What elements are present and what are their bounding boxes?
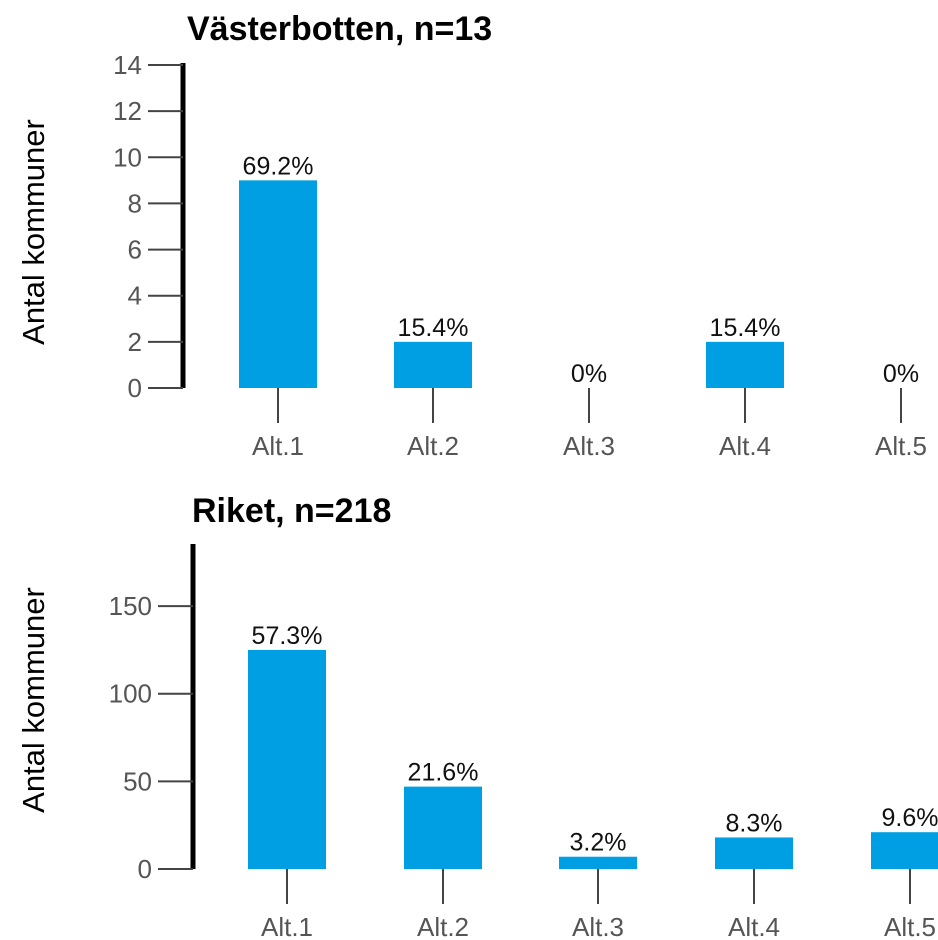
x-tick-label: Alt.3 [572,912,624,940]
x-tick-label: Alt.5 [875,431,927,461]
data-label: 0% [883,360,919,388]
y-tick-label: 8 [128,188,142,218]
y-tick-label: 50 [123,766,152,796]
x-tick-label: Alt.4 [728,912,780,940]
y-tick-label: 0 [138,854,152,884]
y-axis-label: Antal kommuner [16,587,51,813]
chart-title: Västerbotten, n=13 [187,10,492,48]
y-tick-label: 6 [128,235,142,265]
x-tick-label: Alt.4 [719,431,771,461]
bar [871,832,938,869]
bar [248,649,326,869]
y-tick-label: 10 [113,142,142,172]
y-axis-label: Antal kommuner [16,119,51,345]
data-label: 21.6% [408,759,479,787]
x-tick-label: Alt.5 [884,912,936,940]
data-label: 3.2% [570,829,627,857]
y-tick-label: 4 [128,281,142,311]
x-tick-label: Alt.2 [417,912,469,940]
y-tick-label: 14 [113,50,142,80]
chart-title: Riket, n=218 [192,492,391,530]
data-label: 15.4% [710,314,781,342]
x-tick-label: Alt.2 [407,431,459,461]
data-label: 57.3% [252,622,323,650]
bar [706,341,784,388]
data-label: 69.2% [243,152,314,180]
data-label: 9.6% [882,804,938,832]
y-tick-label: 100 [109,679,152,709]
chart-panel-riket: Riket, n=218 Antal kommuner 0 50 100 150 57.… [16,492,938,940]
x-tick-label: Alt.1 [252,431,304,461]
chart-panel-vasterbotten: Västerbotten, n=13 Antal kommuner 0 2 4 6 8 1… [16,10,927,461]
bar [239,180,317,388]
data-label: 15.4% [398,314,469,342]
bar [404,786,482,869]
y-tick-label: 12 [113,96,142,126]
y-tick-label: 150 [109,591,152,621]
x-tick-label: Alt.3 [563,431,615,461]
bar [559,856,637,869]
y-tick-label: 2 [128,327,142,357]
bar [394,341,472,388]
x-tick-label: Alt.1 [261,912,313,940]
bar [715,837,793,869]
y-tick-label: 0 [128,373,142,403]
data-label: 8.3% [726,809,783,837]
data-label: 0% [571,360,607,388]
